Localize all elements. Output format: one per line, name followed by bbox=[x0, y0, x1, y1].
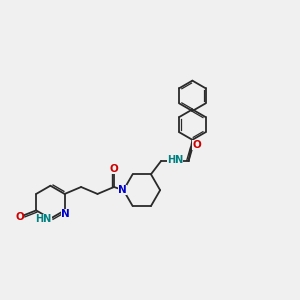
Text: N: N bbox=[118, 184, 127, 194]
Text: HN: HN bbox=[35, 214, 52, 224]
Text: HN: HN bbox=[167, 155, 183, 165]
Text: O: O bbox=[192, 140, 201, 150]
Text: O: O bbox=[110, 164, 118, 174]
Text: N: N bbox=[61, 209, 70, 219]
Text: O: O bbox=[16, 212, 24, 222]
